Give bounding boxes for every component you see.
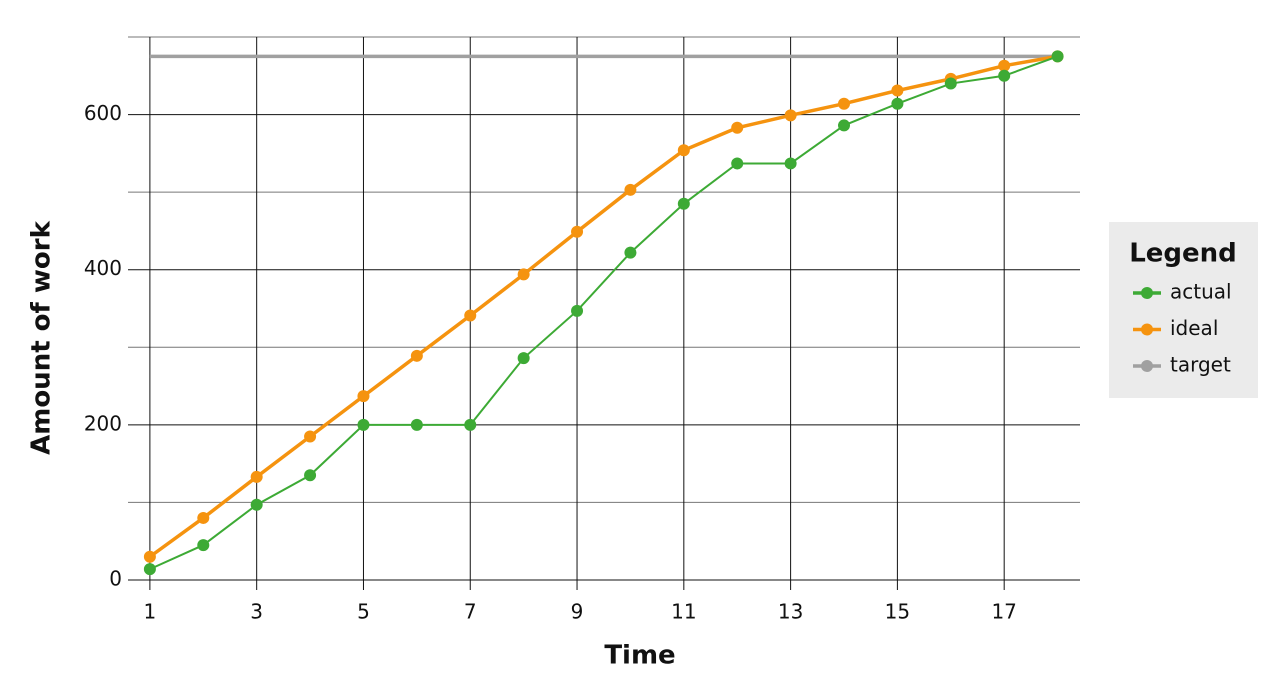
- point: [891, 84, 904, 97]
- x-tick-label: 15: [885, 600, 910, 624]
- x-tick-label: 7: [464, 600, 477, 624]
- point: [677, 197, 690, 210]
- point: [998, 69, 1011, 82]
- x-tick-label: 3: [250, 600, 263, 624]
- point: [304, 430, 317, 443]
- point: [250, 470, 263, 483]
- point: [944, 77, 957, 90]
- x-tick-label: 9: [571, 600, 584, 624]
- point: [838, 119, 851, 132]
- point: [891, 97, 904, 110]
- point: [731, 121, 744, 134]
- point: [571, 304, 584, 317]
- legend-marker: [1141, 360, 1153, 372]
- point: [410, 418, 423, 431]
- point: [731, 157, 744, 170]
- point: [784, 109, 797, 122]
- legend-title: Legend: [1129, 239, 1237, 269]
- x-tick-label: 13: [778, 600, 803, 624]
- point: [784, 157, 797, 170]
- x-tick-label: 5: [357, 600, 370, 624]
- y-axis-title: Amount of work: [27, 220, 57, 455]
- legend-marker: [1141, 287, 1153, 299]
- x-tick-label: 1: [144, 600, 157, 624]
- line-ideal: [148, 54, 1058, 559]
- legend-label: actual: [1170, 280, 1232, 304]
- point: [143, 563, 156, 576]
- point: [677, 144, 690, 157]
- point: [357, 390, 370, 403]
- point: [304, 469, 317, 482]
- x-axis-title: Time: [604, 641, 675, 671]
- point: [517, 268, 530, 281]
- point: [197, 539, 210, 552]
- point: [838, 97, 851, 110]
- point: [571, 225, 584, 238]
- point: [624, 246, 637, 259]
- point: [250, 498, 263, 511]
- point: [357, 418, 370, 431]
- legend-label: ideal: [1170, 316, 1218, 340]
- point: [410, 349, 423, 362]
- point: [998, 59, 1011, 72]
- point: [517, 352, 530, 365]
- x-tick-label: 17: [991, 600, 1016, 624]
- y-tick-label: 400: [84, 256, 122, 280]
- point: [197, 511, 210, 524]
- legend-marker: [1141, 323, 1153, 336]
- line-actual: [149, 55, 1058, 571]
- point: [1051, 50, 1064, 63]
- legend-box: [1109, 222, 1258, 398]
- y-tick-label: 200: [84, 411, 122, 435]
- point: [143, 550, 156, 563]
- point: [624, 183, 637, 196]
- point: [464, 418, 477, 431]
- point: [464, 309, 477, 322]
- y-tick-label: 600: [84, 101, 122, 125]
- y-tick-label: 0: [109, 567, 122, 591]
- x-tick-label: 11: [671, 600, 696, 624]
- legend-label: target: [1170, 353, 1231, 377]
